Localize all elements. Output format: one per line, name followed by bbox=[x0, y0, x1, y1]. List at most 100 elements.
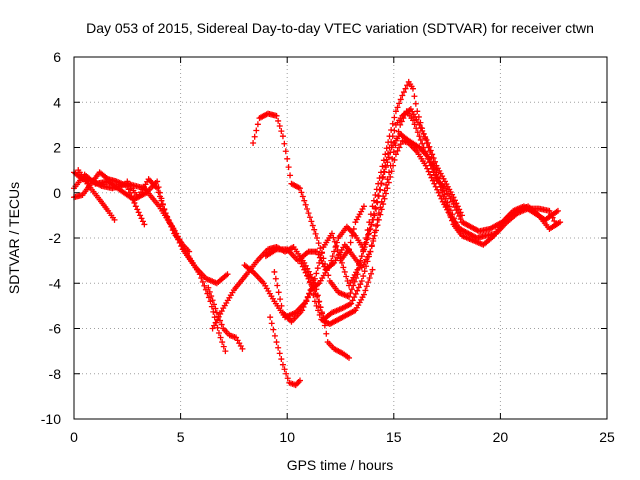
series-arc-2 bbox=[71, 171, 229, 355]
data-point bbox=[424, 155, 431, 162]
series-arc-10 bbox=[271, 106, 466, 325]
data-point bbox=[279, 133, 286, 140]
data-point bbox=[389, 155, 396, 162]
data-point bbox=[453, 200, 460, 207]
data-point bbox=[400, 89, 407, 96]
data-point bbox=[431, 180, 438, 187]
data-point bbox=[439, 187, 446, 194]
data-point bbox=[373, 186, 380, 193]
data-point bbox=[298, 260, 305, 267]
data-point bbox=[348, 300, 355, 307]
data-point bbox=[282, 148, 289, 155]
data-point bbox=[211, 301, 218, 308]
data-point bbox=[369, 203, 376, 210]
data-point bbox=[299, 193, 306, 200]
data-point bbox=[158, 197, 165, 204]
data-point bbox=[323, 266, 330, 273]
data-point bbox=[380, 168, 387, 175]
data-point bbox=[360, 246, 367, 253]
data-point bbox=[274, 282, 281, 289]
data-point bbox=[315, 307, 322, 314]
data-point bbox=[131, 199, 138, 206]
data-point bbox=[341, 268, 348, 275]
data-point bbox=[420, 130, 427, 137]
data-point bbox=[219, 339, 226, 346]
data-point bbox=[389, 120, 396, 127]
data-point bbox=[441, 191, 448, 198]
data-point bbox=[287, 172, 294, 179]
data-point bbox=[206, 288, 213, 295]
data-point bbox=[217, 317, 224, 324]
data-point bbox=[451, 204, 458, 211]
data-point bbox=[301, 197, 308, 204]
data-point bbox=[346, 246, 353, 253]
data-point bbox=[375, 192, 382, 199]
data-point bbox=[312, 230, 319, 237]
data-point bbox=[301, 266, 308, 273]
data-point bbox=[201, 282, 208, 289]
series-arc-6 bbox=[205, 284, 246, 352]
series-arc-5 bbox=[124, 176, 193, 255]
data-point bbox=[443, 195, 450, 202]
data-point bbox=[551, 218, 558, 225]
data-point bbox=[296, 185, 303, 192]
data-point bbox=[370, 197, 377, 204]
data-point bbox=[351, 278, 358, 285]
data-point bbox=[373, 205, 380, 212]
data-point bbox=[388, 126, 395, 133]
data-point bbox=[374, 222, 381, 229]
chart-title: Day 053 of 2015, Sidereal Day-to-day VTE… bbox=[86, 20, 594, 36]
data-point bbox=[360, 203, 367, 210]
data-point bbox=[317, 304, 324, 311]
data-point bbox=[454, 203, 461, 210]
data-point bbox=[375, 210, 382, 217]
data-point bbox=[332, 244, 339, 251]
data-point bbox=[431, 165, 438, 172]
data-point bbox=[409, 117, 416, 124]
data-point bbox=[208, 293, 215, 300]
data-point bbox=[270, 326, 277, 333]
tick-labels: 0 5 10 15 20 25 -10 -8 -6 -4 -2 0 2 4 6 bbox=[41, 49, 615, 445]
x-tick-label: 15 bbox=[386, 429, 402, 445]
data-point bbox=[373, 222, 380, 229]
data-point bbox=[138, 215, 145, 222]
data-point bbox=[159, 201, 166, 208]
series-arc-15 bbox=[337, 203, 367, 264]
data-point bbox=[281, 140, 288, 147]
data-point bbox=[557, 219, 564, 226]
data-point bbox=[427, 171, 434, 178]
data-point bbox=[162, 210, 169, 217]
data-point bbox=[308, 285, 315, 292]
data-point bbox=[368, 270, 375, 277]
data-point bbox=[399, 92, 406, 99]
data-point bbox=[125, 186, 132, 193]
series-arc-9 bbox=[262, 108, 561, 273]
data-point bbox=[278, 356, 285, 363]
data-point bbox=[306, 290, 313, 297]
y-tick-label: 6 bbox=[53, 49, 61, 65]
data-point bbox=[435, 189, 442, 196]
data-point bbox=[311, 226, 318, 233]
series-arc-4 bbox=[71, 169, 148, 228]
x-tick-label: 0 bbox=[70, 429, 78, 445]
data-point bbox=[423, 152, 430, 159]
y-tick-label: 0 bbox=[53, 185, 61, 201]
data-point bbox=[328, 257, 335, 264]
data-point bbox=[414, 129, 421, 136]
data-point bbox=[350, 282, 357, 289]
data-point bbox=[393, 135, 400, 142]
data-point bbox=[371, 229, 378, 236]
data-point bbox=[362, 287, 369, 294]
data-point bbox=[382, 151, 389, 158]
data-point bbox=[317, 245, 324, 252]
data-point bbox=[388, 168, 395, 175]
data-point bbox=[254, 121, 261, 128]
data-point bbox=[444, 199, 451, 206]
data-point bbox=[369, 266, 376, 273]
y-tick-label: -8 bbox=[49, 366, 62, 382]
data-point bbox=[367, 225, 374, 232]
data-point bbox=[382, 181, 389, 188]
data-point bbox=[218, 321, 225, 328]
data-point bbox=[383, 156, 390, 163]
data-point bbox=[268, 320, 275, 327]
